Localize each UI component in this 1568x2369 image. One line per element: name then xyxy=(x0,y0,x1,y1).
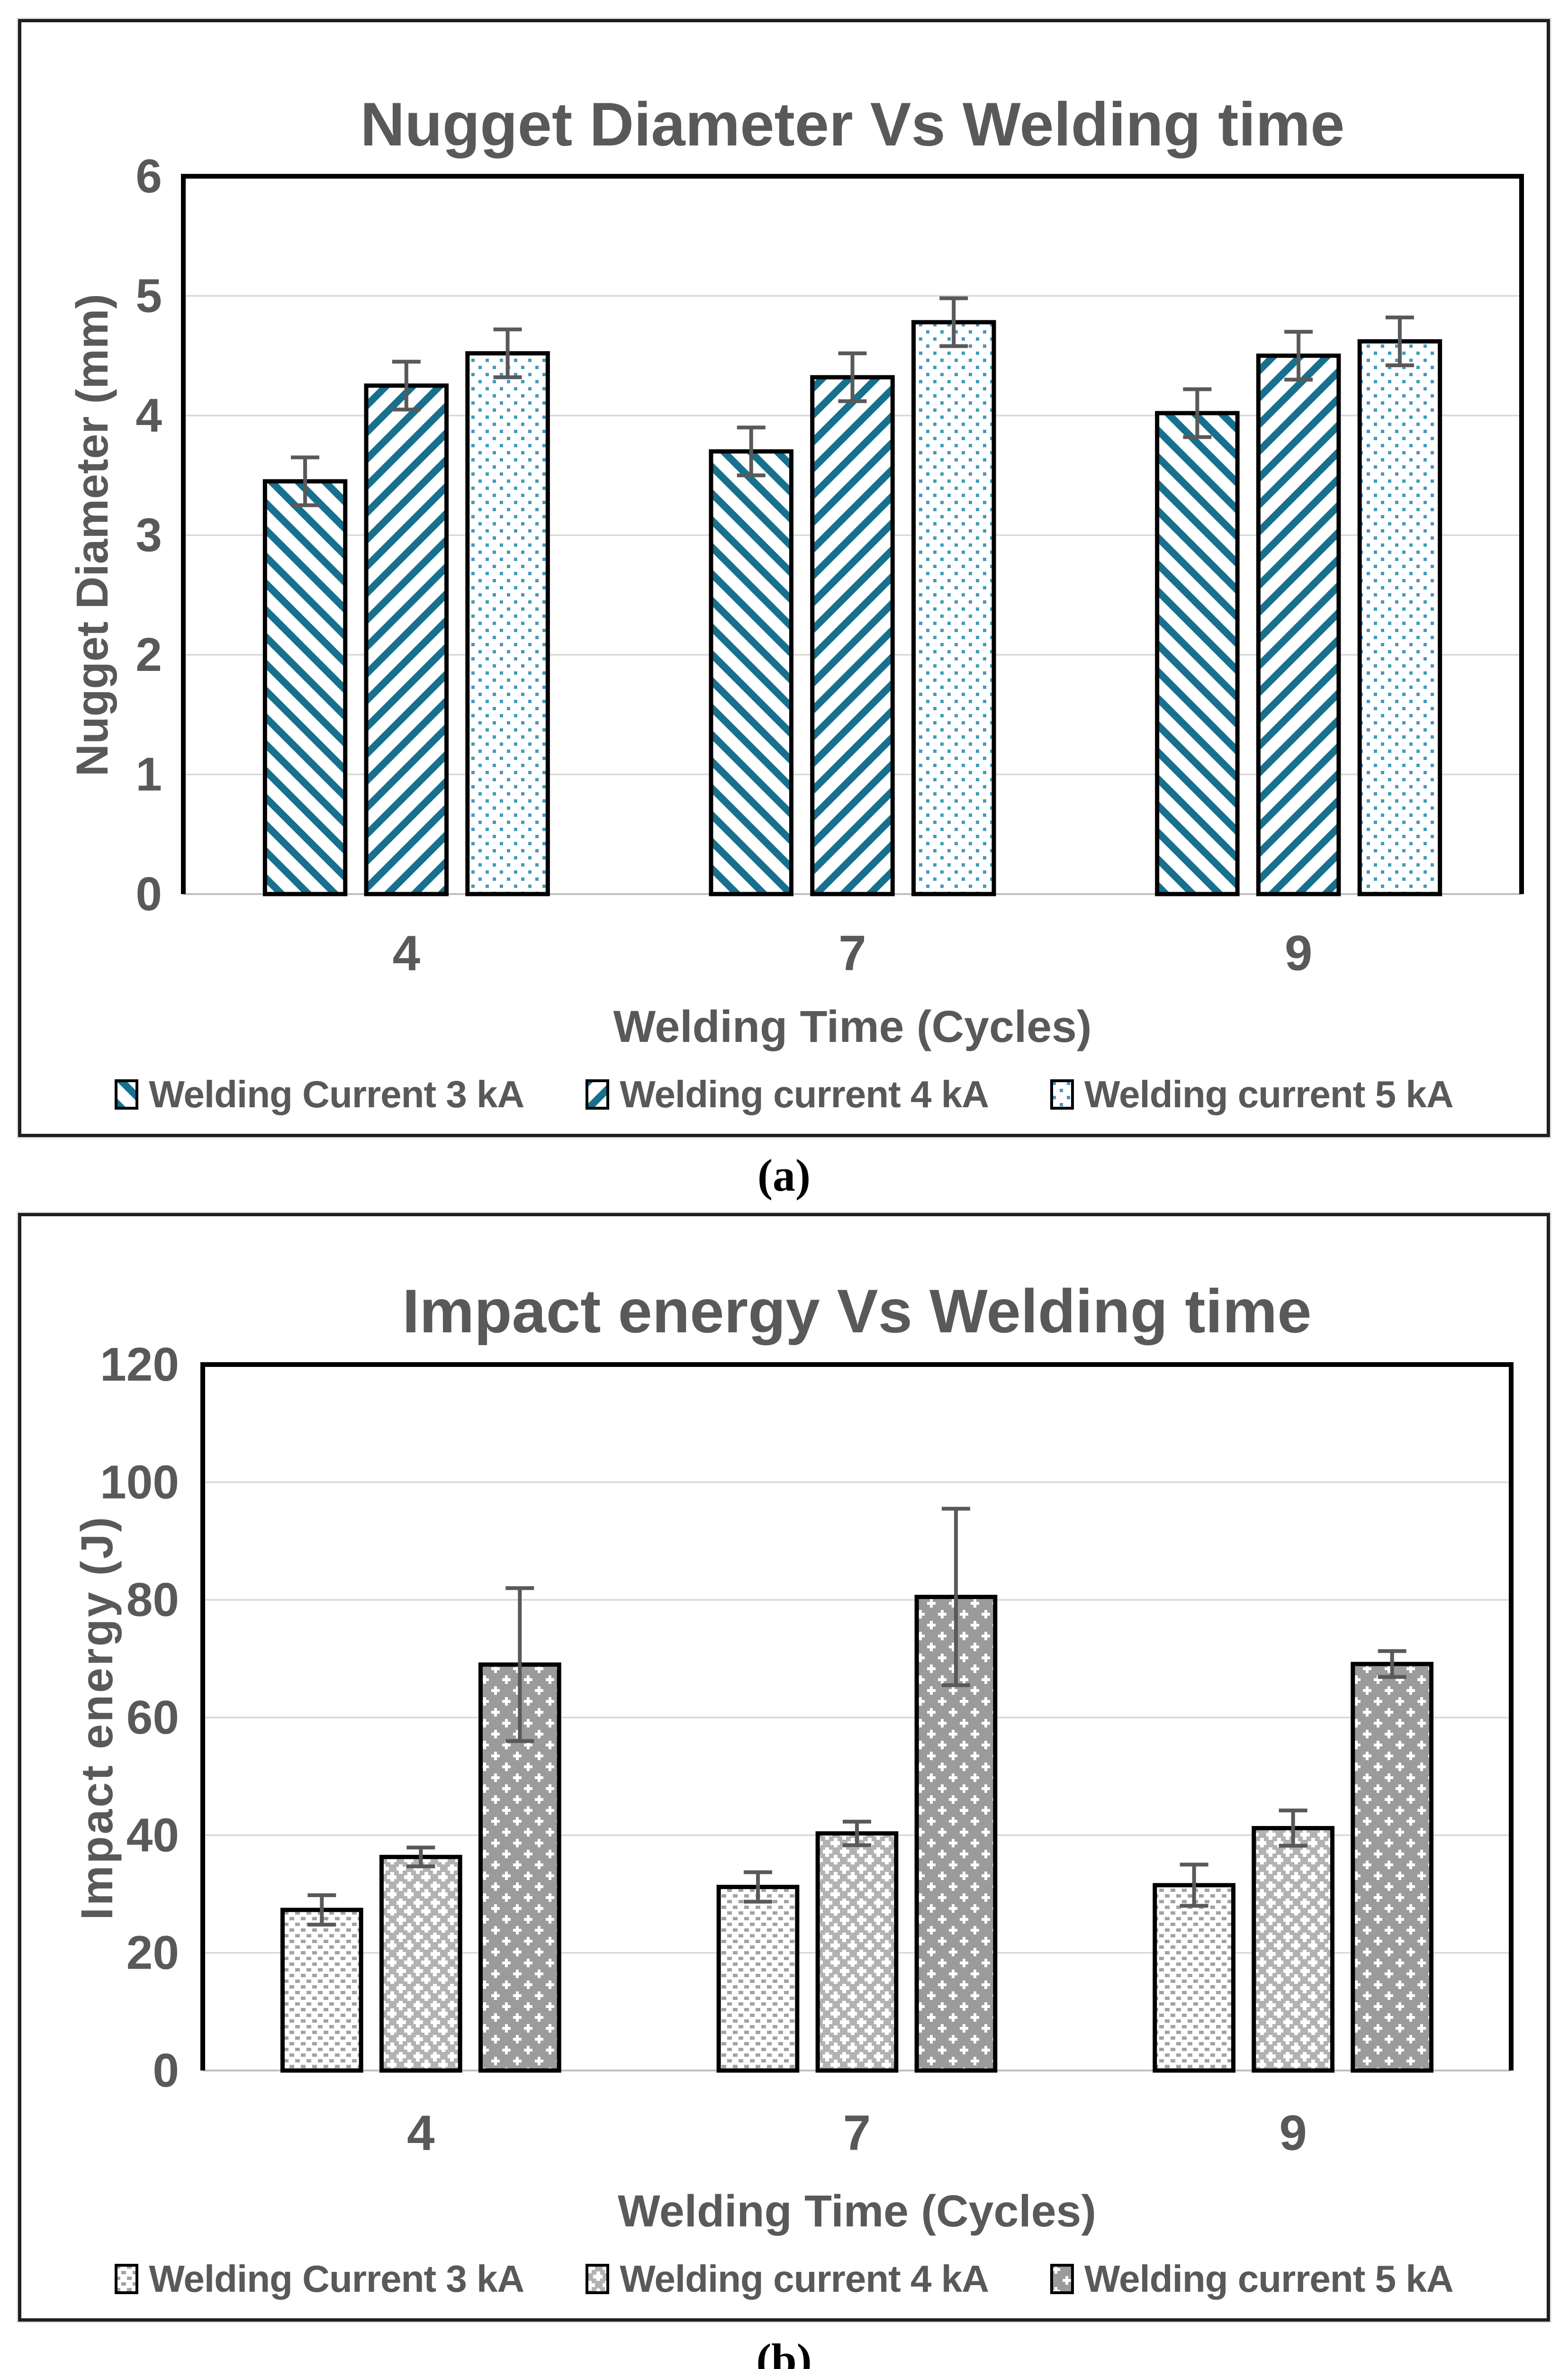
x-tick-label: 9 xyxy=(1285,926,1312,981)
bar-series2-cat3 xyxy=(1252,1826,1335,2073)
bar-series1-cat1 xyxy=(280,1908,363,2073)
error-bar xyxy=(939,296,968,348)
legend-swatch-icon xyxy=(586,1079,610,1110)
error-bar xyxy=(493,327,522,380)
impact-energy-chart: 0 20 40 60 80 100 120 4 7 9 Impact energy Vs Weldi… xyxy=(72,1276,1514,2236)
legend-item: Welding current 4 kA xyxy=(586,1073,989,1116)
figure: 0 1 2 3 4 5 6 4 7 9 Nugget Diameter Vs Welding tim… xyxy=(0,18,1568,2369)
bar-series1-cat3 xyxy=(1153,1883,1236,2073)
legend-swatch-icon xyxy=(115,1079,139,1110)
bar-series1-cat3 xyxy=(1155,411,1240,896)
legend-label: Welding Current 3 kA xyxy=(149,1073,524,1115)
x-tick-label: 4 xyxy=(407,2106,434,2161)
bar-series3-cat3 xyxy=(1351,1662,1434,2073)
legend-label: Welding current 4 kA xyxy=(620,1073,989,1115)
chart-a-legend: Welding Current 3 kA Welding current 4 kA… xyxy=(21,1055,1547,1134)
legend-item: Welding Current 3 kA xyxy=(115,2257,524,2301)
x-tick-label: 9 xyxy=(1279,2106,1307,2161)
legend-item: Welding current 5 kA xyxy=(1050,1073,1454,1116)
legend-label: Welding current 5 kA xyxy=(1084,1073,1454,1115)
error-bar xyxy=(838,351,867,403)
error-bar xyxy=(1385,315,1414,367)
chart-title: Impact energy Vs Welding time xyxy=(402,1276,1311,1346)
bar-series1-cat2 xyxy=(716,1885,800,2073)
legend-item: Welding current 4 kA xyxy=(586,2257,989,2301)
x-tick-label: 7 xyxy=(843,2106,871,2161)
error-bar xyxy=(941,1507,970,1687)
y-tick-label: 4 xyxy=(135,389,162,442)
caption-b: (b) xyxy=(756,2334,812,2369)
x-tick-label: 4 xyxy=(393,926,420,981)
y-tick-label: 60 xyxy=(126,1691,179,1744)
error-bar xyxy=(307,1893,336,1927)
y-tick-label: 0 xyxy=(153,2044,179,2097)
bar-series3-cat3 xyxy=(1357,339,1442,896)
y-tick-label: 1 xyxy=(135,748,162,801)
error-bar xyxy=(406,1845,435,1869)
error-bar xyxy=(1378,1649,1406,1679)
bar-series2-cat1 xyxy=(364,383,449,896)
error-bar xyxy=(1284,330,1313,382)
x-axis-title: Welding Time (Cycles) xyxy=(613,1002,1091,1052)
y-tick-label: 2 xyxy=(135,628,162,681)
bar-series1-cat1 xyxy=(262,479,348,896)
y-axis-title: Nugget Diameter (mm) xyxy=(67,294,117,777)
bar-series2-cat2 xyxy=(810,375,895,896)
x-axis-title: Welding Time (Cycles) xyxy=(618,2186,1096,2236)
legend-label: Welding current 5 kA xyxy=(1084,2258,1454,2300)
legend-swatch-icon xyxy=(1050,2264,1074,2294)
legend-label: Welding Current 3 kA xyxy=(149,2258,524,2300)
bar-series3-cat2 xyxy=(911,320,996,896)
legend-label: Welding current 4 kA xyxy=(620,2258,989,2300)
legend-swatch-icon xyxy=(1050,1079,1074,1110)
bar-series2-cat1 xyxy=(379,1854,462,2073)
bar-series2-cat2 xyxy=(815,1831,899,2073)
error-bar xyxy=(843,1819,871,1847)
chart-panel-b: 0 20 40 60 80 100 120 4 7 9 Impact energy Vs Weldi… xyxy=(17,1212,1551,2323)
error-bar xyxy=(744,1870,773,1904)
y-tick-label: 3 xyxy=(135,509,162,562)
y-tick-label: 5 xyxy=(135,270,162,323)
chart-title: Nugget Diameter Vs Welding time xyxy=(360,90,1345,159)
plot-border xyxy=(200,1362,1514,2071)
nugget-diameter-chart: 0 1 2 3 4 5 6 4 7 9 Nugget Diameter Vs Welding tim… xyxy=(67,90,1524,1052)
legend-item: Welding Current 3 kA xyxy=(115,1073,524,1116)
legend-swatch-icon xyxy=(586,2264,610,2294)
error-bar xyxy=(1183,387,1212,439)
plot-border xyxy=(181,174,1524,894)
chart-panel-a: 0 1 2 3 4 5 6 4 7 9 Nugget Diameter Vs Welding tim… xyxy=(17,18,1551,1139)
y-tick-label: 120 xyxy=(100,1338,179,1391)
y-tick-label: 6 xyxy=(135,150,162,203)
bar-series3-cat1 xyxy=(465,351,550,896)
legend-swatch-icon xyxy=(115,2264,139,2294)
chart-b-legend: Welding Current 3 kA Welding current 4 kA… xyxy=(21,2240,1547,2318)
error-bar xyxy=(505,1586,534,1743)
error-bar xyxy=(1180,1863,1208,1908)
caption-a: (a) xyxy=(757,1149,811,1201)
error-bar xyxy=(737,425,766,478)
y-tick-label: 80 xyxy=(126,1573,179,1627)
error-bar xyxy=(1279,1808,1307,1848)
y-tick-label: 40 xyxy=(126,1808,179,1862)
x-tick-label: 7 xyxy=(838,926,866,981)
error-bar xyxy=(291,455,320,507)
legend-item: Welding current 5 kA xyxy=(1050,2257,1454,2301)
y-tick-label: 100 xyxy=(100,1456,179,1509)
y-tick-label: 0 xyxy=(135,868,162,921)
y-axis-title: Impact energy (J) xyxy=(72,1515,122,1920)
bar-series1-cat2 xyxy=(709,449,793,896)
bar-series2-cat3 xyxy=(1256,353,1341,896)
y-tick-label: 20 xyxy=(126,1926,179,1980)
error-bar xyxy=(392,360,421,412)
